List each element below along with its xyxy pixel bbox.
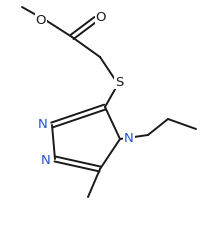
Text: N: N <box>41 153 51 166</box>
Text: N: N <box>124 131 134 144</box>
Text: N: N <box>38 118 48 130</box>
Text: S: S <box>115 76 123 88</box>
Text: O: O <box>36 14 46 26</box>
Text: O: O <box>96 11 106 23</box>
